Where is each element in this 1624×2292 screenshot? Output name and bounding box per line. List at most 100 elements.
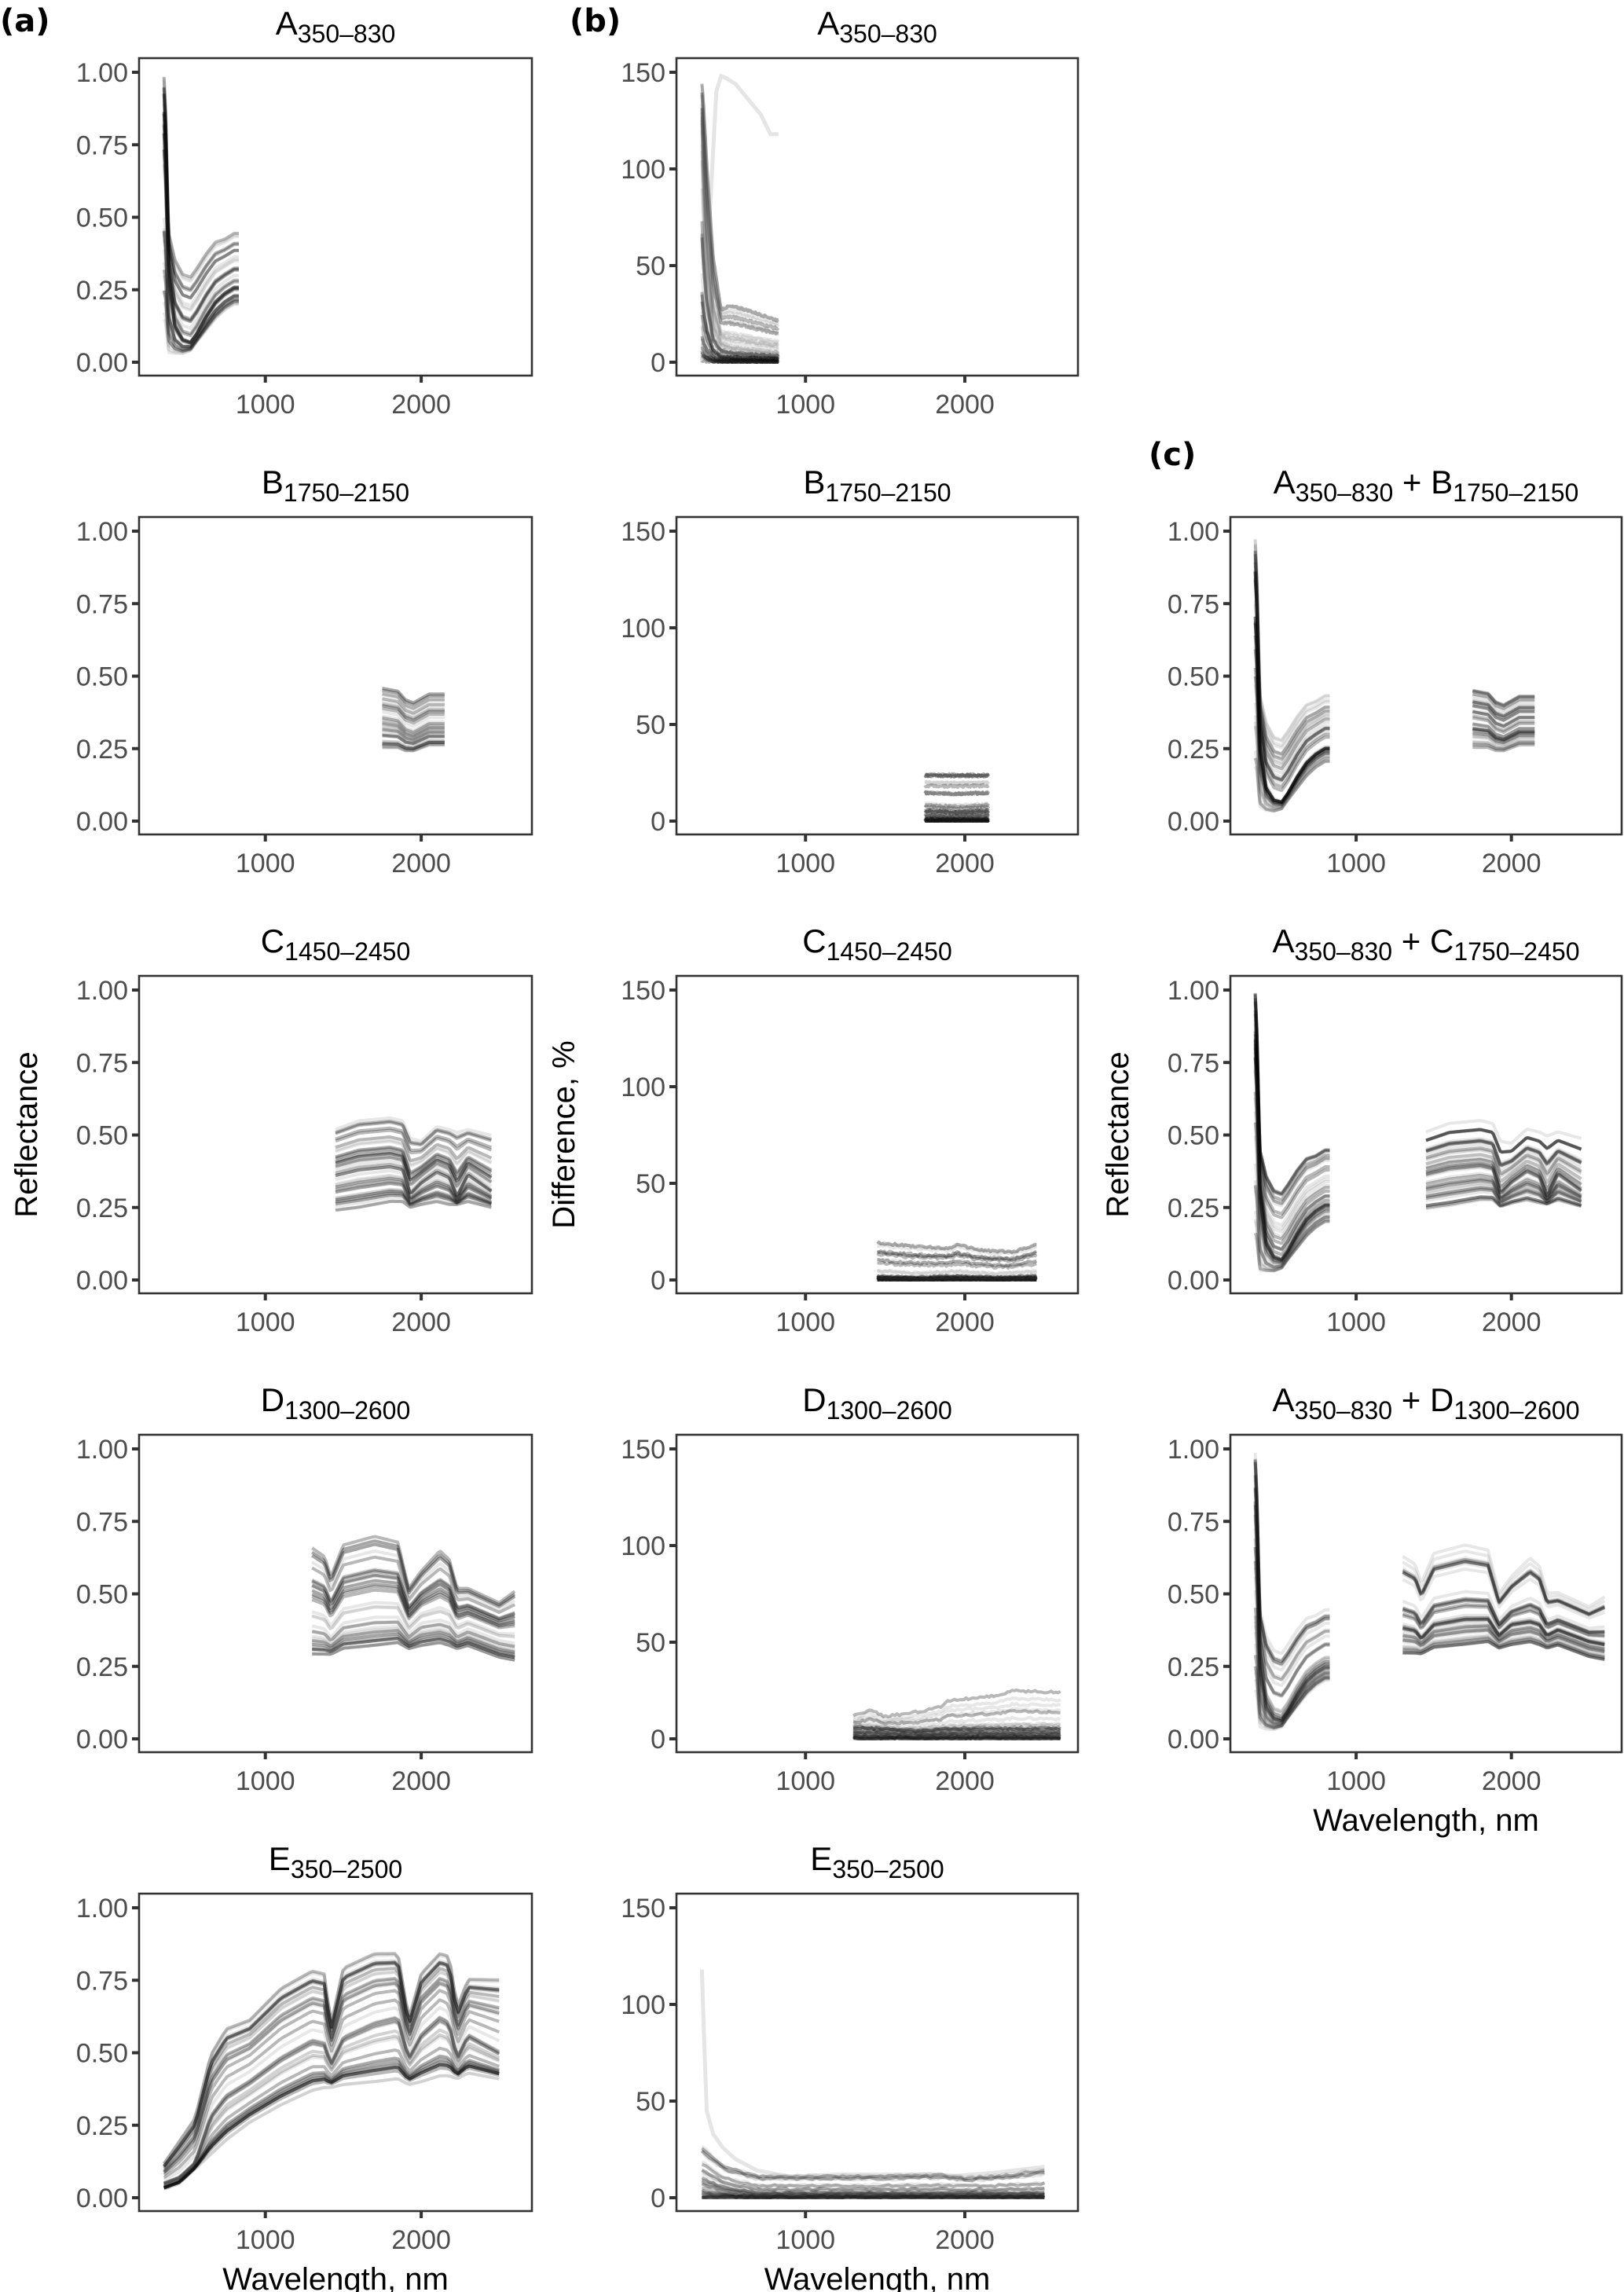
spectrum-line	[163, 1978, 500, 2173]
spectrum-line	[1472, 727, 1536, 742]
spectrum-line	[311, 1629, 515, 1654]
title-main: D	[802, 1381, 826, 1418]
title-main-2: C	[1430, 922, 1454, 959]
panel-c-a-c: A350–830 + C1750–2450 0.00 0.25 0.50 0.75 1.0…	[1101, 922, 1623, 1337]
y-tick-label: 0.50	[76, 662, 128, 692]
spectrum-line	[163, 2060, 500, 2190]
spectrum-line	[923, 790, 991, 797]
title-main: D	[261, 1381, 284, 1418]
spectrum-line	[701, 2177, 1046, 2196]
spectrum-line	[852, 1715, 1061, 1729]
spectrum-line	[163, 2057, 500, 2189]
spectrum-line	[876, 1275, 1038, 1282]
spectrum-line	[162, 80, 240, 283]
spectrum-line	[1253, 1678, 1331, 1730]
spectrum-line	[1425, 1128, 1582, 1153]
spectrum-line	[700, 311, 779, 363]
x-tick-label: 1000	[775, 1307, 835, 1337]
spectrum-line	[1402, 1627, 1605, 1653]
spectrum-line	[162, 113, 240, 324]
spectrum-line	[1253, 1218, 1331, 1271]
spectrum-line	[1472, 741, 1536, 751]
spectrum-line	[702, 2195, 1045, 2199]
spectrum-line	[1472, 692, 1536, 710]
spectrum-line	[311, 1630, 515, 1655]
spectrum-line	[1253, 1070, 1331, 1263]
spectrum-line	[311, 1549, 516, 1612]
spectrum-line	[876, 1274, 1037, 1280]
title-main: A	[817, 5, 839, 42]
spectrum-line	[1472, 741, 1536, 751]
plot-frame	[675, 974, 1080, 1295]
spectrum-line	[335, 1173, 493, 1200]
spectrum-line	[162, 125, 240, 338]
spectra-lines	[1253, 1452, 1606, 1732]
spectrum-line	[701, 2180, 1045, 2197]
title-subscript-2: 1750–2150	[1453, 479, 1578, 507]
spectrum-line	[702, 2189, 1045, 2199]
spectrum-line	[701, 2147, 1045, 2181]
spectrum-line	[1253, 540, 1331, 743]
spectrum-line	[1425, 1187, 1582, 1204]
spectrum-line	[1425, 1137, 1582, 1164]
spectrum-line	[335, 1182, 493, 1202]
spectrum-line	[853, 1736, 1061, 1740]
spectrum-line	[162, 149, 240, 345]
spectrum-line	[311, 1579, 515, 1625]
title-plus: +	[1392, 1381, 1430, 1418]
spectrum-line	[1253, 1643, 1331, 1728]
spectrum-line	[700, 351, 779, 364]
panel-b-b: B1750–2150 0 50 100 150 1000 2000	[621, 464, 1080, 878]
spectrum-line	[1472, 710, 1536, 728]
spectrum-line	[700, 117, 780, 347]
spectrum-line	[1253, 1462, 1331, 1667]
spectrum-line	[381, 691, 445, 710]
spectrum-line	[923, 810, 991, 817]
spectrum-line	[1472, 726, 1536, 741]
spectrum-line	[1253, 1655, 1331, 1729]
spectrum-line	[312, 1637, 515, 1659]
title-main: E	[810, 1840, 832, 1877]
spectrum-line	[876, 1274, 1038, 1281]
y-tick-label: 1.00	[1168, 976, 1219, 1006]
spectrum-line	[852, 1735, 1061, 1740]
spectrum-line	[701, 2182, 1045, 2198]
spectrum-line	[162, 218, 240, 348]
spectrum-line	[876, 1275, 1038, 1282]
spectrum-line	[163, 1971, 500, 2171]
y-tick-label: 150	[621, 1894, 665, 1923]
spectrum-line	[700, 354, 779, 364]
spectrum-line	[1425, 1139, 1582, 1168]
panel-title: D1300–2600	[802, 1381, 952, 1425]
spectrum-line	[1253, 1001, 1331, 1205]
spectrum-line	[335, 1191, 493, 1206]
spectrum-line	[163, 2033, 500, 2187]
spectrum-line	[876, 1274, 1038, 1281]
spectrum-line	[1253, 622, 1331, 804]
spectrum-line	[1402, 1604, 1605, 1638]
title-main: E	[269, 1840, 291, 1877]
spectrum-line	[163, 1967, 500, 2169]
spectrum-line	[162, 300, 240, 354]
spectrum-line	[335, 1119, 492, 1146]
spectrum-line	[1253, 1488, 1331, 1698]
spectrum-line	[381, 704, 445, 722]
spectrum-line	[1425, 1164, 1582, 1197]
spectrum-line	[1402, 1636, 1605, 1659]
spectrum-line	[1253, 1122, 1331, 1265]
spectrum-line	[1472, 732, 1536, 744]
spectrum-line	[1472, 728, 1536, 743]
spectrum-line	[381, 741, 445, 750]
spectrum-line	[1402, 1549, 1606, 1612]
spectrum-line	[163, 2071, 500, 2191]
panel-title: C1450–2450	[261, 922, 411, 966]
spectrum-line	[1253, 1186, 1331, 1269]
spectrum-line	[311, 1582, 515, 1627]
y-tick-label: 150	[621, 1435, 665, 1465]
spectrum-line	[163, 2071, 500, 2191]
spectrum-line	[381, 720, 445, 737]
spectrum-line	[876, 1275, 1037, 1282]
spectrum-line	[1402, 1627, 1605, 1653]
spectrum-line	[335, 1165, 493, 1197]
spectrum-line	[163, 2066, 500, 2190]
